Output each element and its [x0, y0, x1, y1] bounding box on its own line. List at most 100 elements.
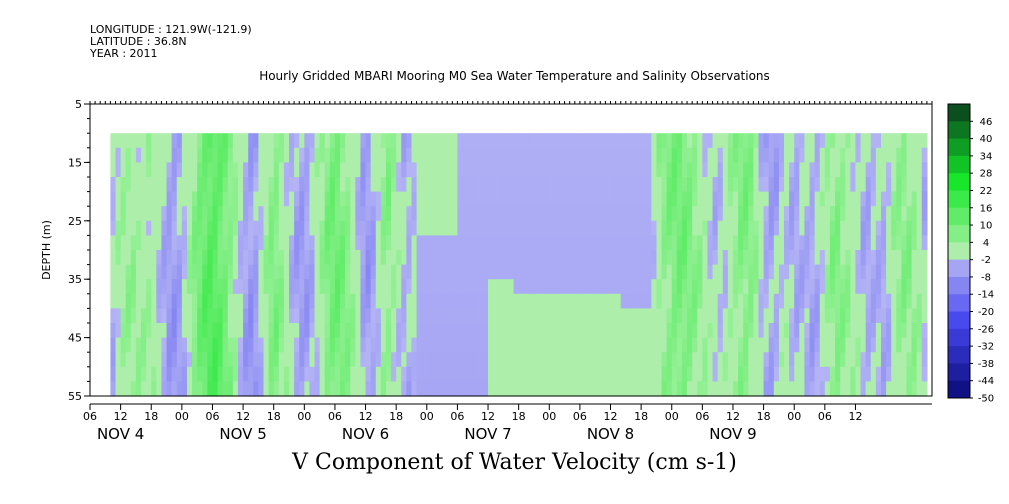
heatmap-cell [625, 206, 632, 222]
heatmap-cell [457, 323, 464, 339]
heatmap-cell [860, 323, 867, 339]
heatmap-cell [702, 381, 709, 397]
heatmap-cell [518, 366, 525, 382]
heatmap-cell [457, 381, 464, 397]
heatmap-cell [166, 133, 173, 149]
heatmap-cell [309, 235, 316, 251]
heatmap-cell [457, 279, 464, 295]
heatmap-cell [651, 250, 658, 266]
heatmap-cell [329, 133, 336, 149]
heatmap-cell [283, 352, 290, 368]
heatmap-cell [784, 206, 790, 222]
heatmap-cell [503, 235, 510, 251]
heatmap-cell [391, 381, 397, 397]
heatmap-cell [702, 162, 709, 178]
heatmap-cell [620, 235, 627, 251]
heatmap-cell [457, 293, 464, 309]
heatmap-cell [835, 337, 841, 353]
heatmap-cell [559, 323, 566, 339]
heatmap-cell [401, 337, 407, 353]
heatmap-cell [334, 235, 341, 251]
heatmap-cell [870, 323, 877, 339]
heatmap-cell [768, 133, 775, 149]
heatmap-cell [590, 250, 596, 266]
heatmap-cell [268, 337, 275, 353]
heatmap-cell [202, 323, 208, 339]
heatmap-cell [605, 308, 612, 324]
heatmap-cell [237, 206, 244, 222]
heatmap-cell [533, 250, 540, 266]
heatmap-cell [574, 250, 581, 266]
heatmap-cell [768, 235, 775, 251]
heatmap-cell [896, 337, 902, 353]
heatmap-cell [870, 191, 877, 207]
heatmap-cell [758, 323, 765, 339]
heatmap-cell [248, 191, 254, 207]
heatmap-cell [743, 177, 749, 193]
heatmap-cell [237, 147, 244, 163]
heatmap-cell [462, 264, 469, 280]
heatmap-cell [865, 206, 872, 222]
heatmap-cell [278, 147, 285, 163]
heatmap-cell [758, 206, 765, 222]
heatmap-cell [431, 220, 438, 236]
heatmap-cell [299, 381, 305, 397]
heatmap-cell [125, 133, 132, 149]
heatmap-cell [498, 191, 504, 207]
heatmap-cell [865, 177, 872, 193]
heatmap-cell [278, 308, 285, 324]
heatmap-cell [625, 279, 632, 295]
heatmap-cell [217, 381, 224, 397]
heatmap-cell [896, 279, 902, 295]
heatmap-cell [110, 206, 117, 222]
heatmap-cell [498, 308, 504, 324]
dataset-title: Hourly Gridded MBARI Mooring M0 Sea Wate… [259, 69, 770, 83]
heatmap-cell [442, 162, 448, 178]
heatmap-cell [141, 279, 147, 295]
heatmap-cell [380, 366, 387, 382]
heatmap-cell [794, 323, 800, 339]
heatmap-cell [528, 279, 535, 295]
heatmap-cell [681, 133, 688, 149]
heatmap-cell [217, 133, 224, 149]
heatmap-cell [518, 352, 525, 368]
heatmap-cell [467, 220, 474, 236]
heatmap-cell [712, 191, 719, 207]
x-day-label: NOV 9 [709, 425, 756, 443]
heatmap-cell [916, 337, 923, 353]
heatmap-cell [886, 293, 892, 309]
heatmap-cell [794, 366, 800, 382]
heatmap-cell [263, 366, 270, 382]
heatmap-cell [697, 337, 703, 353]
heatmap-cell [334, 206, 341, 222]
heatmap-cell [799, 191, 806, 207]
heatmap-cell [860, 366, 867, 382]
heatmap-cell [916, 279, 923, 295]
heatmap-cell [620, 191, 627, 207]
heatmap-cell [590, 381, 596, 397]
heatmap-cell [360, 308, 367, 324]
heatmap-cell [564, 235, 571, 251]
heatmap-cell [717, 235, 724, 251]
heatmap-cell [687, 220, 693, 236]
heatmap-cell [819, 279, 826, 295]
heatmap-cell [544, 147, 550, 163]
heatmap-cell [824, 323, 831, 339]
heatmap-cell [814, 381, 821, 397]
heatmap-cell [768, 381, 775, 397]
heatmap-cell [671, 177, 678, 193]
heatmap-cell [916, 235, 923, 251]
heatmap-cell [891, 235, 897, 251]
heatmap-cell [799, 264, 806, 280]
heatmap-cell [324, 352, 331, 368]
heatmap-cell [141, 162, 147, 178]
heatmap-cell [814, 250, 821, 266]
heatmap-cell [717, 293, 724, 309]
heatmap-cell [314, 308, 321, 324]
heatmap-cell [880, 162, 887, 178]
heatmap-cell [641, 279, 647, 295]
heatmap-cell [758, 162, 765, 178]
heatmap-cell [860, 293, 867, 309]
heatmap-cell [488, 366, 494, 382]
